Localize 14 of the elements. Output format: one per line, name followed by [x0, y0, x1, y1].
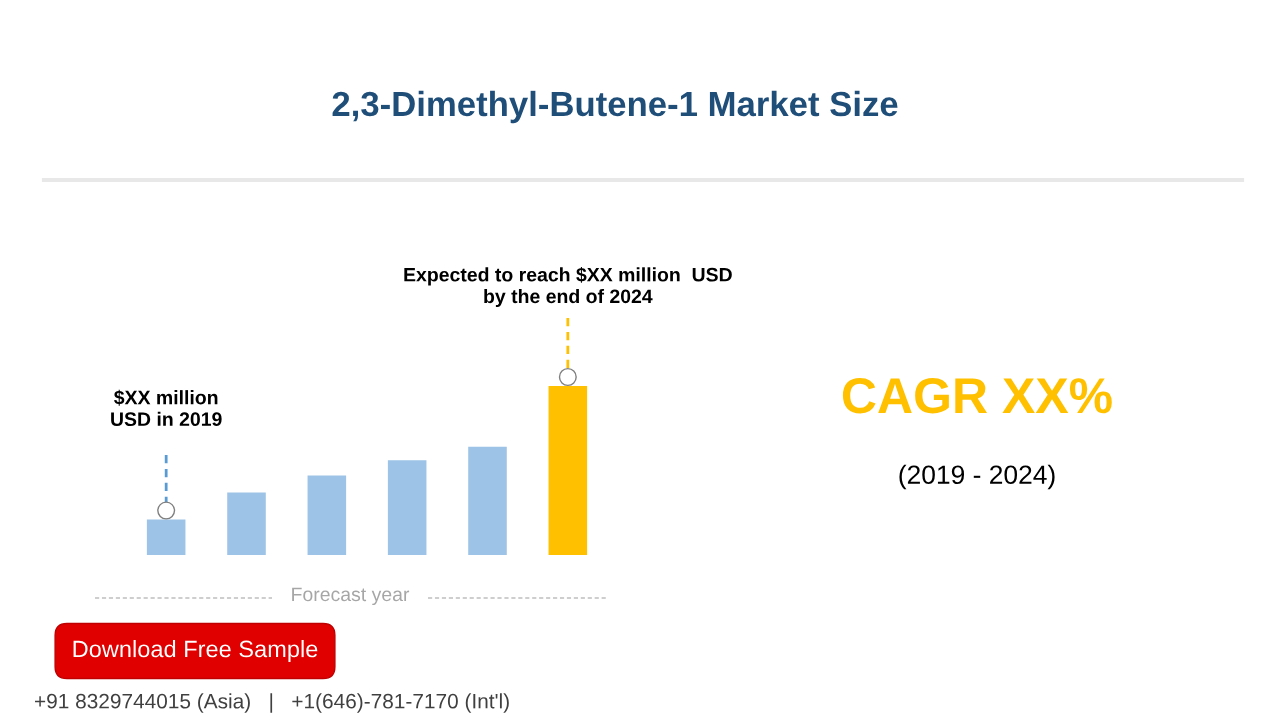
text: Expected to reach $XX million USD by the end of 2024 [404, 266, 732, 308]
text: Download Free Sample [73, 639, 318, 662]
x-axis-title: Forecast year [292, 587, 410, 606]
text: +91 8329744015 (Asia) | +1(646)-781-7170 (Int'l) [35, 693, 509, 713]
annotation: $XX million USD in 2019 [111, 389, 222, 427]
text: CAGR XX% [842, 378, 1112, 414]
bar [387, 460, 427, 555]
bar [468, 446, 507, 555]
bar [548, 386, 588, 555]
text: (2019 - 2024) [899, 464, 1055, 490]
bar [146, 519, 186, 555]
bar [307, 475, 347, 555]
bar [227, 492, 266, 555]
chart-title: 2,3-Dimethyl-Butene-1 Market Size [332, 90, 898, 124]
